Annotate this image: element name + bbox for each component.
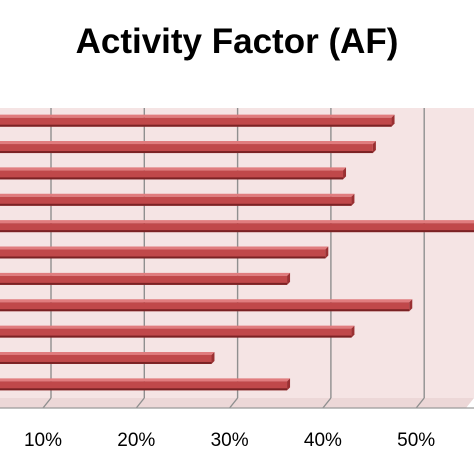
bar-11 <box>0 378 291 391</box>
bar-2 <box>0 141 376 154</box>
x-tick-label-40%: 40% <box>304 430 342 451</box>
gridline-floor-30% <box>229 397 239 409</box>
plot-floor <box>0 398 474 408</box>
bar-6 <box>0 246 329 259</box>
bar-9 <box>0 325 355 338</box>
gridline-floor-50% <box>415 397 425 409</box>
gridline-floor-10% <box>42 397 52 409</box>
gridline-floor-20% <box>135 397 145 409</box>
x-tick-label-50%: 50% <box>397 430 435 451</box>
x-tick-label-10%: 10% <box>24 430 62 451</box>
bar-1 <box>0 114 395 127</box>
chart-title: Activity Factor (AF) <box>75 22 399 61</box>
x-tick-label-30%: 30% <box>211 430 249 451</box>
bar-5 <box>0 220 474 233</box>
bar-4 <box>0 193 355 206</box>
bar-3 <box>0 167 347 180</box>
gridline-floor-40% <box>322 397 332 409</box>
bar-10 <box>0 351 215 364</box>
x-tick-label-20%: 20% <box>117 430 155 451</box>
bar-8 <box>0 299 413 312</box>
bar-7 <box>0 272 291 285</box>
